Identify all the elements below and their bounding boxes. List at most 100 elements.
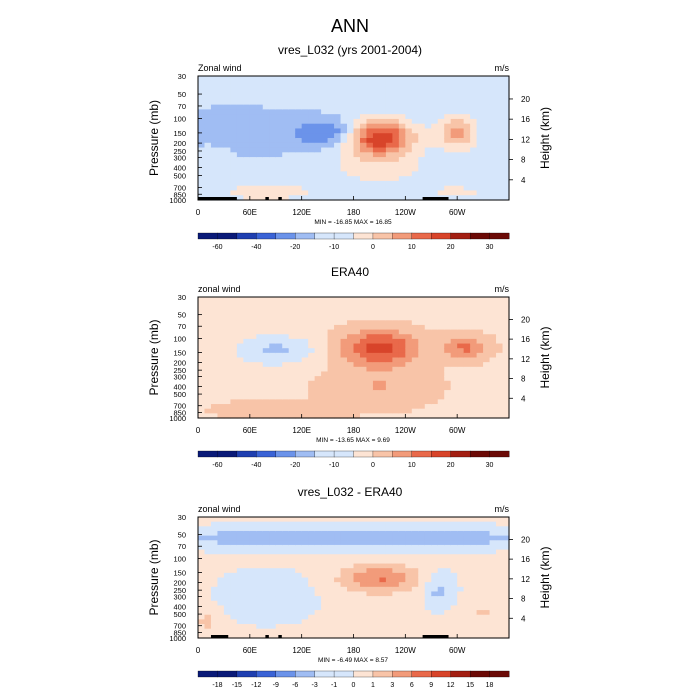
contour-cell: [256, 329, 264, 335]
contour-cell: [483, 195, 491, 201]
contour-cell: [230, 133, 238, 139]
colorbar-bin: [469, 450, 491, 458]
contour-cell: [321, 577, 329, 583]
contour-cell: [470, 104, 478, 110]
contour-cell: [476, 544, 484, 551]
contour-cell: [210, 114, 219, 120]
contour-cell: [314, 104, 322, 110]
contour-cell: [334, 109, 342, 115]
contour-cell: [236, 577, 244, 583]
contour-cell: [204, 591, 212, 597]
contour-cell: [217, 301, 225, 307]
contour-cell: [379, 180, 387, 187]
contour-cell: [450, 99, 458, 106]
contour-cell: [444, 85, 452, 91]
contour-cell: [269, 572, 277, 579]
contour-cell: [476, 90, 484, 96]
contour-cell: [431, 297, 439, 303]
contour-cell: [502, 190, 510, 196]
contour-cell: [321, 104, 329, 110]
contour-cell: [463, 619, 471, 625]
contour-cell: [353, 614, 361, 620]
contour-cell: [230, 521, 238, 527]
y-tick-label: 30: [178, 293, 186, 302]
contour-cell: [470, 195, 478, 201]
contour-cell: [398, 352, 406, 359]
contour-cell: [340, 85, 348, 91]
contour-cell: [418, 320, 426, 326]
contour-cell: [405, 380, 413, 387]
contour-cell: [405, 147, 413, 153]
contour-cell: [295, 357, 303, 363]
contour-cell: [288, 185, 296, 192]
contour-cell: [411, 123, 419, 130]
contour-cell: [262, 385, 270, 391]
contour-cell: [223, 380, 231, 387]
contour-cell: [405, 176, 413, 182]
contour-cell: [392, 315, 400, 321]
contour-cell: [314, 95, 322, 101]
contour-cell: [321, 301, 329, 307]
contour-cell: [463, 394, 471, 400]
contour-cell: [450, 171, 458, 177]
contour-cell: [483, 633, 491, 639]
contour-cell: [256, 619, 264, 625]
contour-cell: [198, 404, 206, 410]
contour-cell: [385, 123, 393, 130]
contour-cell: [457, 540, 465, 546]
contour-cell: [249, 366, 257, 373]
colorbar-label: 0: [371, 244, 375, 251]
contour-cell: [288, 315, 296, 321]
contour-cell: [489, 376, 497, 382]
contour-cell: [476, 558, 484, 565]
contour-cell: [321, 133, 329, 139]
contour-cell: [431, 180, 439, 187]
contour-cell: [444, 315, 452, 321]
colorbar-label: -12: [251, 682, 261, 689]
contour-cell: [418, 114, 426, 120]
contour-cell: [457, 315, 465, 321]
contour-cell: [249, 301, 257, 307]
contour-cell: [204, 408, 212, 414]
contour-cell: [295, 114, 303, 120]
contour-cell: [379, 329, 387, 335]
contour-cell: [204, 176, 212, 182]
contour-cell: [308, 147, 316, 153]
contour-cell: [353, 90, 361, 96]
contour-cell: [198, 334, 206, 340]
y-tick-label: 200: [173, 578, 186, 587]
contour-cell: [424, 180, 432, 187]
contour-cell: [405, 568, 413, 574]
contour-cell: [327, 619, 335, 625]
contour-cell: [418, 600, 426, 607]
contour-cell: [502, 521, 510, 527]
contour-cell: [210, 352, 219, 359]
contour-cell: [308, 624, 316, 630]
contour-cell: [496, 80, 504, 87]
contour-cell: [489, 114, 497, 120]
contour-cell: [385, 577, 393, 583]
contour-cell: [418, 90, 426, 96]
contour-cell: [366, 376, 374, 382]
contour-cell: [431, 600, 439, 607]
contour-cell: [314, 324, 322, 331]
contour-cell: [457, 147, 465, 153]
contour-cell: [262, 329, 270, 335]
contour-cell: [275, 376, 283, 382]
contour-cell: [236, 114, 244, 120]
contour-cell: [243, 628, 251, 634]
contour-cell: [405, 577, 413, 583]
contour-cell: [405, 614, 413, 620]
contour-cell: [489, 563, 497, 569]
contour-cell: [489, 357, 497, 363]
contour-cell: [496, 540, 504, 546]
contour-cell: [379, 366, 387, 373]
contour-cell: [431, 190, 439, 196]
x-tick-label: 120E: [292, 208, 311, 217]
colorbar-label: 12: [447, 682, 455, 689]
contour-cell: [334, 614, 342, 620]
contour-cell: [372, 301, 381, 307]
contour-cell: [372, 80, 381, 87]
contour-cell: [301, 394, 309, 400]
contour-cell: [198, 586, 206, 593]
